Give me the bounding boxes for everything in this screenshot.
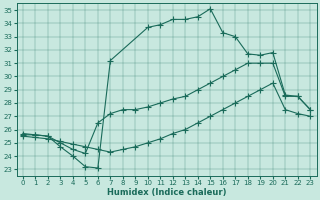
X-axis label: Humidex (Indice chaleur): Humidex (Indice chaleur) — [107, 188, 226, 197]
